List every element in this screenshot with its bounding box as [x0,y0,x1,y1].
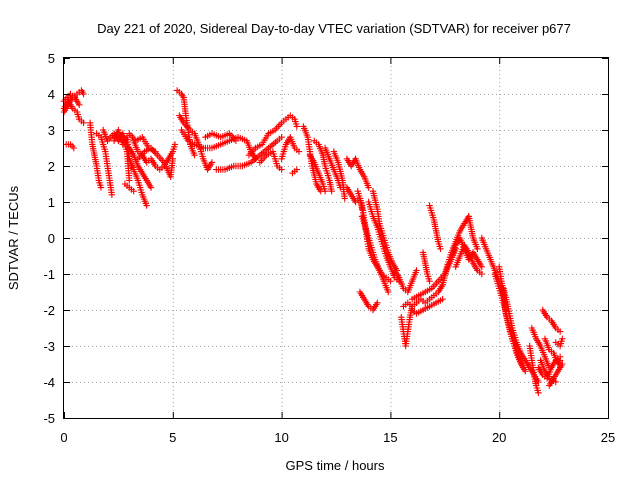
plot-frame [63,57,609,419]
data-point [208,159,216,166]
y-tick-label: 3 [48,123,55,138]
x-tick-label: 20 [492,430,506,445]
data-point [387,278,394,285]
y-tick-label: -5 [43,411,55,426]
x-tick-label: 25 [601,430,615,445]
data-point [439,296,446,303]
x-tick-label: 10 [274,430,288,445]
y-tick-label: 5 [48,51,55,66]
y-tick-label: 4 [48,87,55,102]
data-point [70,144,77,152]
data-points [60,87,566,396]
data-point [552,378,559,386]
data-point [385,288,392,296]
data-point [426,278,433,285]
y-tick-label: -4 [43,375,55,390]
y-tick-label: -1 [43,267,55,282]
data-point [374,299,381,306]
x-tick-label: 15 [383,430,397,445]
x-tick-label: 0 [60,430,67,445]
y-tick-label: -2 [43,303,55,318]
data-point [293,123,301,130]
gridlines [64,58,608,418]
data-point [321,188,329,195]
data-point [278,134,285,141]
data-point [278,166,285,173]
data-point [522,368,529,375]
y-tick-label: -3 [43,339,55,354]
data-point [147,184,155,191]
data-point [535,389,542,396]
data-point [328,188,335,195]
data-point [232,137,240,144]
data-point [97,184,105,191]
y-tick-label: 0 [48,231,55,246]
data-point [76,101,83,108]
data-point [519,364,527,371]
data-point [365,184,372,191]
data-point [478,263,485,270]
y-axis-label: SDTVAR / TECUs [6,185,21,290]
chart-title: Day 221 of 2020, Sidereal Day-to-day VTE… [97,21,571,36]
data-point [413,267,420,274]
data-point [559,360,566,368]
data-point [130,188,137,195]
data-point [341,195,348,202]
data-point [437,245,444,252]
y-tick-label: 2 [48,159,55,174]
axis-ticks: 0 5 10 15 20 25 -5 -4 -3 -2 -1 0 1 2 3 4 5 [43,51,615,445]
data-point [126,177,133,184]
data-point [556,357,564,364]
data-point [191,152,198,159]
data-point [80,90,87,98]
data-point [559,335,566,342]
data-point [169,155,176,162]
data-point [143,202,150,209]
x-axis-label: GPS time / hours [286,458,385,473]
data-point [171,141,179,148]
data-point [80,119,87,126]
data-point [478,270,485,278]
data-point [293,166,301,173]
data-point [295,148,303,155]
data-point [108,191,116,198]
y-tick-label: 1 [48,195,55,210]
data-point [152,148,159,155]
data-point [474,245,481,252]
data-point [556,328,564,335]
x-tick-label: 5 [169,430,176,445]
